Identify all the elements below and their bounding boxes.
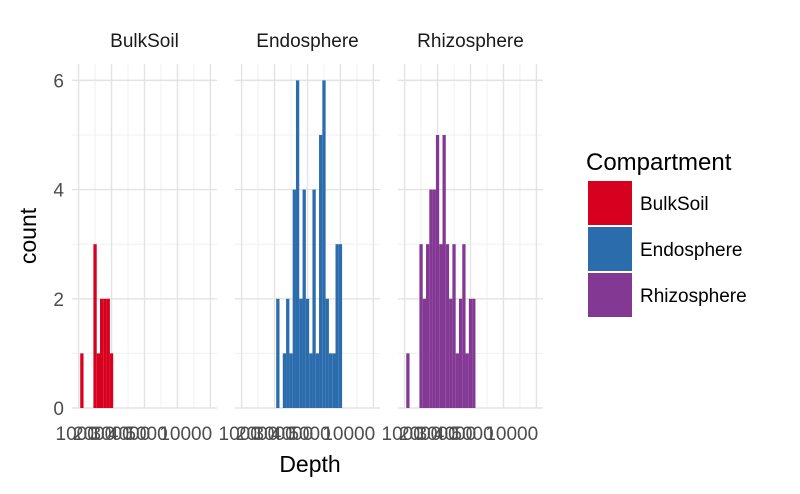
x-tick-label: 2000: [236, 424, 278, 445]
histogram-bar: [468, 298, 473, 408]
x-tick-label: 2000: [399, 424, 441, 445]
histogram-bar: [309, 353, 313, 408]
histogram-bar: [432, 189, 436, 408]
histogram-bar: [472, 298, 476, 408]
histogram-bar: [325, 298, 329, 408]
x-tick-label: 5000: [451, 424, 493, 445]
histogram-bar: [305, 298, 310, 408]
legend-swatch: [588, 181, 632, 225]
histogram-bar: [462, 244, 466, 408]
histogram-bar: [319, 134, 323, 408]
histogram-bar: [406, 353, 410, 408]
histogram-bar: [289, 353, 293, 408]
x-tick-label: 3000: [90, 424, 132, 445]
legend-title: Compartment: [586, 149, 732, 176]
x-tick-label: 10000: [159, 424, 212, 445]
x-tick-label: 4000: [434, 424, 476, 445]
histogram-bar: [80, 353, 84, 408]
y-axis-title: count: [15, 207, 41, 264]
histogram-bar: [419, 244, 423, 408]
x-tick-label: 10000: [322, 424, 375, 445]
facet-strip-label: Rhizosphere: [417, 31, 524, 52]
y-tick-label: 6: [53, 71, 64, 92]
x-tick-label: 3000: [416, 424, 458, 445]
histogram-bar: [295, 80, 300, 408]
x-tick-label: 1000: [56, 424, 98, 445]
histogram-bar: [328, 353, 333, 408]
y-tick-label: 2: [53, 290, 64, 311]
x-tick-label: 10000: [485, 424, 538, 445]
y-tick-label: 0: [53, 399, 64, 420]
histogram-bar: [338, 244, 343, 408]
legend-swatch: [588, 227, 632, 271]
x-tick-label: 2000: [73, 424, 115, 445]
histogram-bar: [276, 298, 280, 408]
histogram-bar: [109, 353, 114, 408]
x-tick-label: 4000: [271, 424, 313, 445]
histogram-bar: [106, 298, 110, 408]
histogram-bar: [429, 189, 433, 408]
histogram-bar: [335, 244, 339, 408]
facet-strip-label: BulkSoil: [110, 31, 179, 52]
histogram-bar: [465, 353, 469, 408]
histogram-bar: [315, 353, 320, 408]
histogram-bar: [322, 80, 326, 408]
x-tick-label: 5000: [288, 424, 330, 445]
histogram-bar: [96, 353, 101, 408]
histogram-bar: [299, 298, 303, 408]
legend-label: Endosphere: [640, 240, 742, 261]
legend-swatch: [588, 273, 632, 317]
histogram-bar: [435, 134, 440, 408]
histogram-bar: [103, 298, 107, 408]
histogram-bar: [452, 244, 456, 408]
facet-panels: BulkSoil1000200030004000500010000Endosph…: [56, 31, 543, 445]
y-tick-label: 4: [53, 181, 64, 202]
legend-label: BulkSoil: [640, 194, 709, 215]
legend-label: Rhizosphere: [640, 286, 747, 307]
x-tick-label: 3000: [253, 424, 295, 445]
histogram-bar: [282, 353, 287, 408]
legend: Compartment BulkSoil Endosphere Rhizospher…: [586, 149, 747, 317]
histogram-bar: [312, 189, 316, 408]
histogram-bar: [332, 353, 336, 408]
histogram-bar: [439, 244, 443, 408]
histogram-bar: [442, 134, 446, 408]
histogram-bar: [455, 353, 459, 408]
x-tick-label: 4000: [108, 424, 150, 445]
histogram-bar: [426, 244, 430, 408]
histogram-bar: [292, 189, 296, 408]
x-tick-label: 5000: [125, 424, 167, 445]
x-tick-label: 1000: [382, 424, 424, 445]
histogram-bar: [302, 189, 306, 408]
histogram-bar: [458, 298, 463, 408]
histogram-bar: [93, 244, 97, 408]
histogram-bar: [100, 298, 104, 408]
x-axis-title: Depth: [279, 451, 340, 477]
facet-strip-label: Endosphere: [256, 31, 358, 52]
histogram-bar: [286, 298, 290, 408]
histogram-bar: [449, 298, 453, 408]
x-tick-label: 1000: [219, 424, 261, 445]
histogram-bar: [445, 244, 450, 408]
y-axis: 0 2 4 6: [53, 71, 64, 420]
histogram-bar: [422, 298, 427, 408]
